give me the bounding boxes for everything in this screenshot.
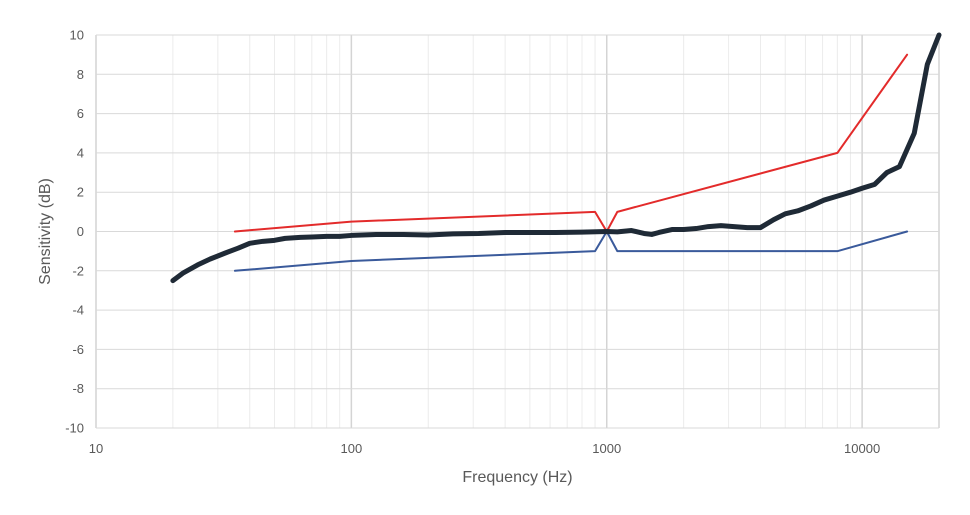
y-tick-label: -6 [72,342,84,357]
x-tick-label: 10000 [844,441,880,456]
y-tick-label: 6 [77,106,84,121]
y-tick-label: -2 [72,263,84,278]
y-tick-label: 2 [77,185,84,200]
x-tick-label: 10 [89,441,103,456]
x-tick-label: 1000 [592,441,621,456]
y-tick-label: 0 [77,224,84,239]
data-series [170,32,942,284]
measured-response-line [170,32,942,284]
y-tick-label: -8 [72,381,84,396]
x-tick-label: 100 [341,441,363,456]
y-tick-label: 10 [70,28,84,43]
y-tick-labels: 10 8 6 4 2 0 -2 -4 -6 -8 -10 [65,28,84,436]
x-axis-title: Frequency (Hz) [462,469,572,486]
y-axis-title: Sensitivity (dB) [37,178,54,285]
y-tick-label: 4 [77,145,84,160]
upper-limit-line [233,53,909,233]
y-tick-label: 8 [77,67,84,82]
x-tick-labels: 10 100 1000 10000 [89,441,880,456]
y-tick-label: -4 [72,303,84,318]
y-tick-label: -10 [65,421,84,436]
